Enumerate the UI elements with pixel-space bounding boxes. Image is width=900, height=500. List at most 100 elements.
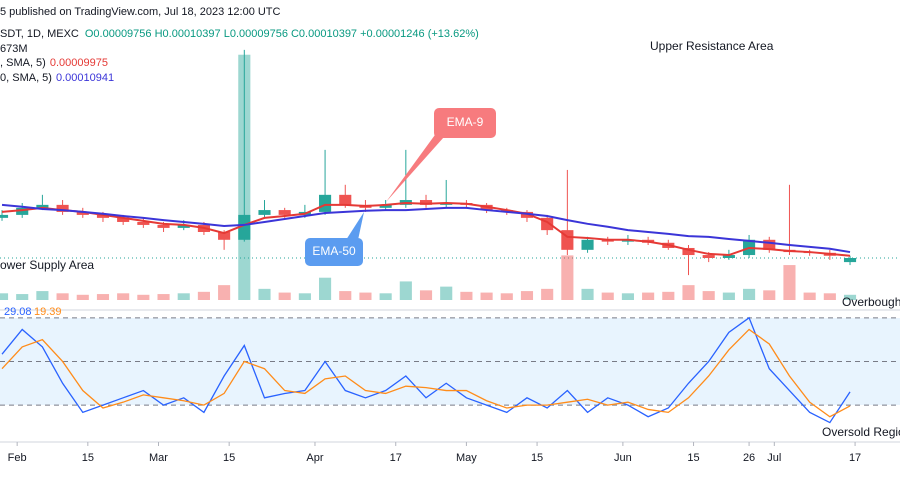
x-tick-label: Apr bbox=[306, 452, 323, 464]
candle-body bbox=[722, 255, 735, 259]
volume-bar bbox=[137, 294, 150, 300]
volume-bar bbox=[662, 291, 675, 300]
marks: Feb 15 Mar 15 Apr 17 May 15 Jun 15 26 Jul 17 bbox=[0, 49, 900, 464]
volume-bar bbox=[601, 292, 614, 300]
volume-bar bbox=[379, 293, 392, 300]
candle-body bbox=[278, 210, 291, 215]
annotation: ower Supply Area bbox=[0, 258, 94, 272]
annotation: Oversold Region bbox=[822, 425, 900, 439]
x-tick-label: Jul bbox=[767, 452, 781, 464]
callout-pointer bbox=[346, 212, 364, 240]
oscillator-line bbox=[1, 328, 851, 418]
x-tick-label: 17 bbox=[849, 452, 861, 464]
volume-bar bbox=[278, 292, 291, 300]
volume-bar bbox=[743, 288, 756, 300]
volume-bar bbox=[76, 294, 89, 300]
osc-value: 29.08 bbox=[4, 306, 32, 318]
volume-text: 673M bbox=[0, 43, 28, 55]
volume-bar bbox=[339, 291, 352, 300]
x-tick-label: 15 bbox=[82, 452, 94, 464]
ma-legend: , SMA, 5) 0.00009975 bbox=[0, 57, 108, 69]
volume-bar bbox=[218, 285, 231, 300]
volume-bar bbox=[823, 293, 836, 300]
osc-value: 19.39 bbox=[34, 306, 62, 318]
candle-body bbox=[843, 258, 857, 263]
ma-legend: 0, SMA, 5) 0.00010941 bbox=[0, 72, 114, 84]
candle-body bbox=[218, 231, 231, 240]
symbol-info: SDT, 1D, MEXC O0.00009756 H0.00010397 L0.… bbox=[0, 28, 479, 40]
ma-value: 0.00009975 bbox=[50, 57, 108, 69]
candle-body bbox=[96, 214, 110, 218]
volume-bar bbox=[36, 291, 49, 300]
annotation: Upper Resistance Area bbox=[650, 39, 774, 53]
candle-body bbox=[117, 217, 130, 222]
volume-bar bbox=[0, 293, 9, 300]
x-tick-label: 15 bbox=[531, 452, 543, 464]
candle-body bbox=[379, 204, 392, 208]
candle-body bbox=[419, 200, 433, 205]
volume-bar bbox=[803, 292, 816, 300]
candle-body bbox=[0, 214, 9, 218]
volume-bar bbox=[500, 293, 513, 300]
candle-body bbox=[16, 207, 29, 215]
candle-body bbox=[238, 214, 251, 240]
volume-bar bbox=[258, 288, 271, 300]
volume-bar bbox=[642, 292, 655, 300]
volume-bar bbox=[541, 288, 554, 300]
callout-label: EMA-9 bbox=[447, 115, 484, 129]
volume-bar bbox=[682, 285, 695, 300]
volume-bar bbox=[621, 293, 634, 300]
callout bbox=[434, 108, 496, 138]
volume-bar bbox=[520, 291, 534, 300]
ma-label: 0, SMA, 5) bbox=[0, 72, 52, 84]
volume-bar bbox=[177, 293, 190, 300]
volume-bar bbox=[298, 293, 311, 300]
ma-label: , SMA, 5) bbox=[0, 57, 46, 69]
volume-bar bbox=[16, 294, 29, 300]
volume-bar bbox=[440, 286, 453, 300]
candle-body bbox=[581, 239, 594, 250]
x-tick-label: Feb bbox=[8, 452, 27, 464]
volume-bar bbox=[581, 288, 594, 300]
ma-line bbox=[1, 202, 851, 257]
volume-bar bbox=[419, 290, 433, 300]
volume-bar bbox=[197, 291, 210, 300]
x-tick-label: 26 bbox=[743, 452, 755, 464]
x-tick-label: 15 bbox=[223, 452, 235, 464]
symbol: SDT, 1D, MEXC bbox=[0, 28, 79, 40]
volume-bar bbox=[843, 294, 857, 300]
volume-bar bbox=[722, 292, 735, 300]
candle-body bbox=[682, 247, 695, 256]
volume-bar bbox=[561, 255, 574, 300]
volume-bar bbox=[702, 291, 715, 300]
candle-body bbox=[319, 194, 332, 212]
callout-label: EMA-50 bbox=[312, 244, 356, 258]
x-tick-label: 17 bbox=[390, 452, 402, 464]
candle-body bbox=[137, 221, 150, 225]
candle-body bbox=[36, 204, 49, 208]
candle-body bbox=[702, 255, 715, 259]
candle-body bbox=[763, 239, 776, 250]
candle-body bbox=[339, 194, 352, 205]
oscillator-line bbox=[1, 316, 851, 424]
callout-pointer bbox=[386, 128, 452, 202]
volume-bar bbox=[763, 290, 776, 300]
candle-body bbox=[76, 211, 89, 215]
candle-body bbox=[157, 224, 170, 228]
volume-bar bbox=[96, 294, 110, 300]
volume-bar bbox=[319, 277, 332, 300]
candle-body bbox=[56, 204, 69, 212]
x-tick-label: 15 bbox=[687, 452, 699, 464]
callout bbox=[305, 238, 363, 266]
volume-bar bbox=[359, 292, 372, 300]
x-tick-label: Jun bbox=[614, 452, 632, 464]
volume-bar bbox=[399, 281, 412, 300]
x-tick-label: May bbox=[456, 452, 477, 464]
chart-title: 5 published on TradingView.com, Jul 18, … bbox=[0, 6, 281, 18]
ma-line bbox=[1, 203, 851, 254]
candle-body bbox=[177, 224, 190, 228]
candle-body bbox=[520, 211, 534, 218]
volume-bar bbox=[56, 293, 69, 300]
